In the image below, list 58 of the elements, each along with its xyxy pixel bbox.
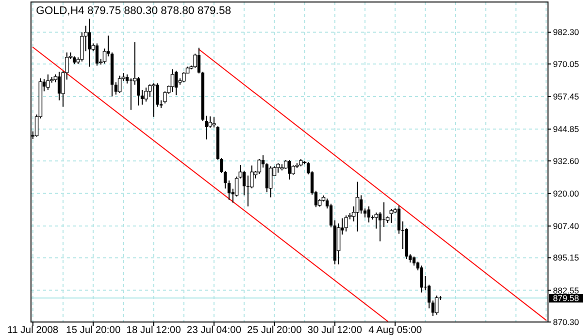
chart-title: GOLD,H4 879.75 880.30 878.80 879.58 xyxy=(36,5,232,17)
candlestick xyxy=(291,164,296,176)
candlestick xyxy=(204,115,208,140)
x-tick-label: 4 Aug 05:00 xyxy=(368,325,422,336)
candlestick xyxy=(363,208,366,218)
candlestick xyxy=(276,162,280,174)
candlestick xyxy=(367,206,370,223)
candlestick xyxy=(174,70,178,96)
candlestick xyxy=(420,265,424,294)
y-tick-label: 970.05 xyxy=(553,58,580,69)
candlestick xyxy=(336,222,340,265)
candlestick xyxy=(374,212,378,230)
candlestick xyxy=(246,175,250,207)
x-tick-label: 25 Jul 20:00 xyxy=(247,325,302,336)
y-tick-label: 932.60 xyxy=(553,156,580,166)
candlestick xyxy=(152,82,156,118)
candlestick xyxy=(262,154,265,168)
candlestick xyxy=(114,82,118,96)
ref-line-label: 879.58 xyxy=(553,292,580,303)
x-tick-label: 15 Jul 20:00 xyxy=(66,325,121,336)
candlestick xyxy=(378,212,382,242)
candlestick xyxy=(390,208,394,224)
y-tick-label: 895.15 xyxy=(553,252,580,263)
candlestick xyxy=(356,181,360,232)
candlestick xyxy=(170,68,174,93)
candlestick xyxy=(140,89,144,106)
candlestick xyxy=(88,18,91,68)
candlestick xyxy=(144,87,148,102)
candlestick xyxy=(182,72,186,83)
candlestick xyxy=(434,295,438,316)
candlestick xyxy=(258,158,262,175)
candlestick xyxy=(46,74,50,90)
y-tick-label: 982.30 xyxy=(553,27,580,38)
candlestick xyxy=(431,300,434,317)
candlestick xyxy=(344,214,348,232)
y-tick-label: 870.30 xyxy=(553,316,580,327)
x-tick-label: 30 Jul 12:00 xyxy=(308,325,362,336)
y-tick-label: 882.55 xyxy=(553,285,580,296)
candlestick xyxy=(58,71,61,101)
candlestick xyxy=(208,116,212,128)
candlestick xyxy=(412,256,416,266)
y-tick-label: 957.45 xyxy=(553,92,580,102)
y-tick-label: 920.00 xyxy=(553,188,580,198)
candlestick xyxy=(126,74,129,84)
candlestick xyxy=(96,42,99,66)
candlestick xyxy=(330,203,333,228)
y-tick-label: 907.40 xyxy=(553,221,580,231)
x-tick-label: 18 Jul 12:00 xyxy=(126,325,182,336)
candlestick xyxy=(288,160,291,180)
candlestick xyxy=(156,82,159,108)
y-tick-label: 944.85 xyxy=(553,124,580,134)
candlestick xyxy=(268,166,272,198)
x-tick-label: 23 Jul 04:00 xyxy=(186,325,242,336)
candlestick xyxy=(130,78,133,110)
candlestick xyxy=(212,116,216,128)
candlestick xyxy=(360,194,363,214)
candlestick xyxy=(118,75,122,94)
x-tick-label: 11 Jul 2008 xyxy=(7,325,59,336)
